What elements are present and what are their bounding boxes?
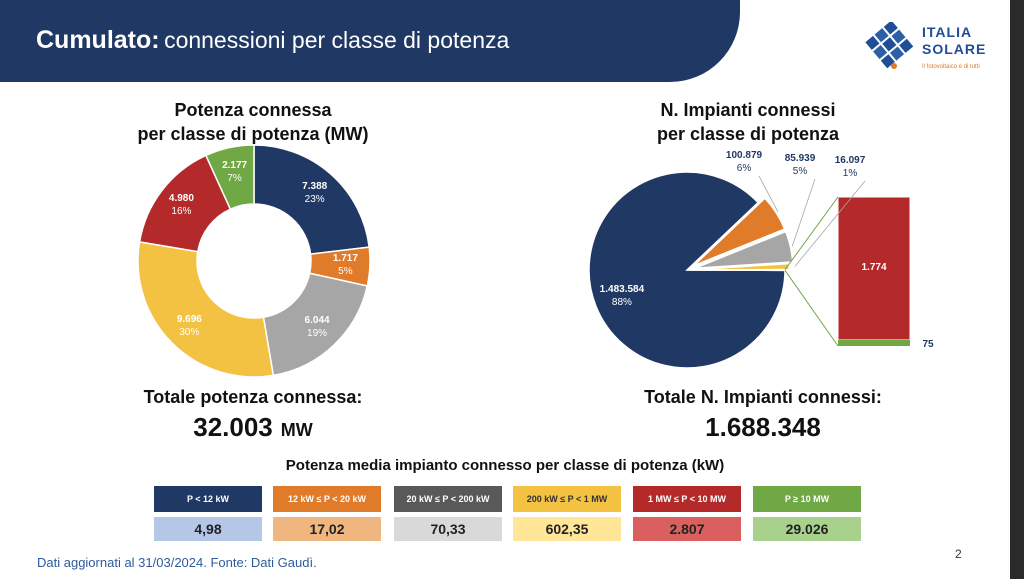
pie-label-p-lt-12kw-percent: 88% xyxy=(611,296,632,308)
table-header-p-20-200kw: 20 kW ≤ P < 200 kW xyxy=(394,486,502,512)
donut-label-p-200kw-1mw: 9.696 30% xyxy=(149,313,229,339)
donut-label-p-lt-12kw-percent: 23% xyxy=(304,193,325,205)
connector-line-top xyxy=(784,196,839,270)
pie-slice-p-lt-12kw xyxy=(588,171,786,369)
pie-label-p-lt-12kw: 1.483.584 88% xyxy=(582,283,662,309)
page-number: 2 xyxy=(955,547,962,561)
donut-label-p-12-20kw-percent: 5% xyxy=(338,266,353,278)
pie-label-p-200kw-1mw-percent: 1% xyxy=(842,168,858,179)
table-value-p-lt-12kw: 4,98 xyxy=(154,517,262,541)
pie-label-p-12-20kw-percent: 6% xyxy=(736,163,752,174)
donut-label-p-1-10mw-value: 4.980 xyxy=(168,193,194,205)
page-title-bold: Cumulato: xyxy=(36,26,160,54)
donut-label-p-ge-10mw-value: 2.177 xyxy=(222,159,248,171)
pie-slice-other xyxy=(686,268,786,272)
pie-label-p-12-20kw-value: 100.879 xyxy=(725,150,763,161)
table-value-p-ge-10mw: 29.026 xyxy=(753,517,861,541)
table-header-p-1-10mw: 1 MW ≤ P < 10 MW xyxy=(633,486,741,512)
donut-label-p-20-200kw-value: 6.044 xyxy=(304,315,330,327)
donut-slice-p-200kw-1mw xyxy=(137,241,275,378)
table-header-p-12-20kw: 12 kW ≤ P < 20 kW xyxy=(273,486,381,512)
donut-title-line2: per classe di potenza (MW) xyxy=(137,124,369,144)
table-value-p-1-10mw: 2.807 xyxy=(633,517,741,541)
pie-label-p-12-20kw: 100.879 6% xyxy=(704,149,784,175)
italia-solare-logo: ITALIA SOLARE Il fotovoltaico è di tutti xyxy=(864,20,994,72)
total-count-value: 1.688.348 xyxy=(705,412,821,442)
logo-line2: SOLARE xyxy=(922,41,987,57)
total-power-number: 32.003 xyxy=(193,412,273,442)
pie-title-line1: N. Impianti connessi xyxy=(660,100,836,120)
table-value-p-200kw-1mw: 602,35 xyxy=(513,517,621,541)
donut-title-line1: Potenza connessa xyxy=(174,100,332,120)
total-count-label: Totale N. Impianti connessi: xyxy=(644,387,882,407)
donut-label-p-200kw-1mw-percent: 30% xyxy=(179,326,200,338)
connector-line-bottom xyxy=(784,270,839,347)
donut-label-p-lt-12kw: 7.388 23% xyxy=(275,180,355,206)
page-title: Cumulato: connessioni per classe di pote… xyxy=(36,26,509,55)
window-edge xyxy=(1010,0,1024,579)
pie-label-p-20-200kw-percent: 5% xyxy=(792,166,808,177)
pie-label-p-200kw-1mw-value: 16.097 xyxy=(834,155,866,166)
logo-line1: ITALIA xyxy=(922,24,973,40)
bar-label-p-1-10mw-value: 1.774 xyxy=(861,262,887,274)
table-value-p-20-200kw: 70,33 xyxy=(394,517,502,541)
donut-label-p-lt-12kw-value: 7.388 xyxy=(302,180,328,192)
donut-label-p-20-200kw-percent: 19% xyxy=(307,328,328,340)
pie-slice-p-20-200kw xyxy=(694,230,794,269)
solar-panel-icon xyxy=(865,20,914,69)
donut-label-p-ge-10mw-percent: 7% xyxy=(227,172,242,184)
pie-label-p-200kw-1mw: 16.097 1% xyxy=(810,154,890,180)
pie-label-p-20-200kw-value: 85.939 xyxy=(784,153,816,164)
pie-label-p-20-200kw: 85.939 5% xyxy=(760,152,840,178)
table-value-p-12-20kw: 17,02 xyxy=(273,517,381,541)
pie-title-line2: per classe di potenza xyxy=(656,124,840,144)
bar-label-p-ge-10mw: 75 xyxy=(888,338,968,351)
pie-chart-title: N. Impianti connessi per classe di poten… xyxy=(598,98,898,146)
leader-line-p-12-20kw xyxy=(758,175,779,212)
leader-line-p-200kw-1mw xyxy=(794,180,866,267)
pie-slice-p-12-20kw xyxy=(693,197,786,267)
avg-power-table-title: Potenza media impianto connesso per clas… xyxy=(285,457,725,474)
bar-label-p-ge-10mw-value: 75 xyxy=(922,339,934,350)
total-power-label: Totale potenza connessa: xyxy=(143,387,363,407)
source-note: Dati aggiornati al 31/03/2024. Fonte: Da… xyxy=(37,555,317,570)
table-header-p-lt-12kw: P < 12 kW xyxy=(154,486,262,512)
bar-label-p-1-10mw: 1.774 xyxy=(834,261,914,274)
donut-label-p-1-10mw: 4.980 16% xyxy=(141,192,221,218)
logo-tagline: Il fotovoltaico è di tutti xyxy=(922,64,980,70)
pie-slice-p-200kw-1mw xyxy=(690,262,790,271)
table-header-p-200kw-1mw: 200 kW ≤ P < 1 MW xyxy=(513,486,621,512)
donut-chart-title: Potenza connessa per classe di potenza (… xyxy=(103,98,403,146)
table-header-p-ge-10mw: P ≥ 10 MW xyxy=(753,486,861,512)
leader-line-p-20-200kw xyxy=(791,178,816,247)
page-title-rest: connessioni per classe di potenza xyxy=(164,27,510,53)
donut-label-p-200kw-1mw-value: 9.696 xyxy=(176,313,202,325)
donut-label-p-12-20kw: 1.717 5% xyxy=(305,252,385,278)
total-power-unit: MW xyxy=(280,420,313,440)
header-banner: Cumulato: connessioni per classe di pote… xyxy=(0,0,740,82)
donut-label-p-12-20kw-value: 1.717 xyxy=(332,253,358,265)
total-power-value: 32.003 MW xyxy=(103,412,403,443)
donut-label-p-1-10mw-percent: 16% xyxy=(171,206,192,218)
pie-label-p-lt-12kw-value: 1.483.584 xyxy=(599,283,645,295)
donut-label-p-ge-10mw: 2.177 7% xyxy=(195,159,275,185)
donut-label-p-20-200kw: 6.044 19% xyxy=(277,314,357,340)
